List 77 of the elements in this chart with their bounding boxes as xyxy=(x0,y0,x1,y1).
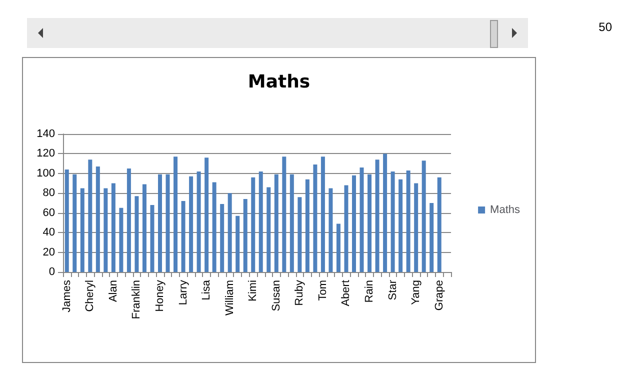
bar xyxy=(104,188,108,272)
x-tick-label: James xyxy=(60,280,73,312)
bar xyxy=(383,154,388,272)
bar xyxy=(258,171,263,272)
y-tick-label: 0 xyxy=(48,266,55,278)
x-tick-label: Ruby xyxy=(294,280,306,306)
bar xyxy=(72,174,77,272)
x-tick-label: Susan xyxy=(270,280,282,312)
x-tick-label: Kimi xyxy=(247,280,260,302)
bar xyxy=(96,166,100,272)
bar xyxy=(437,177,442,272)
y-tick-label: 80 xyxy=(42,187,55,200)
bar xyxy=(119,208,124,272)
bar xyxy=(422,160,426,272)
bar xyxy=(390,171,395,272)
bar xyxy=(212,182,216,272)
bar xyxy=(352,175,356,272)
bar xyxy=(360,168,364,272)
x-tick-label: William xyxy=(224,280,236,316)
bar xyxy=(251,177,256,272)
x-tick-label: Yang xyxy=(410,280,422,305)
y-tick-label: 60 xyxy=(42,206,55,219)
bar xyxy=(80,188,84,272)
bar xyxy=(134,196,139,272)
x-tick-label: Star xyxy=(386,280,399,300)
bar xyxy=(305,179,310,272)
bar xyxy=(406,170,410,272)
bar xyxy=(158,174,162,272)
x-tick-label: Cheryl xyxy=(84,280,96,312)
bar xyxy=(64,169,69,272)
bar xyxy=(174,156,178,272)
bar xyxy=(150,204,154,272)
bar xyxy=(166,174,170,272)
bar xyxy=(313,164,318,272)
bar xyxy=(328,188,333,272)
bar xyxy=(266,187,271,272)
x-tick-label: Rain xyxy=(364,280,376,303)
bar xyxy=(414,183,418,272)
x-tick-label: Abert xyxy=(340,280,352,306)
legend-label: Maths xyxy=(490,204,520,216)
x-tick-label: Larry xyxy=(177,280,190,306)
bar xyxy=(430,203,434,272)
bar xyxy=(398,179,403,272)
x-tick-label: Lisa xyxy=(200,279,213,300)
bar xyxy=(282,156,286,272)
bar xyxy=(189,176,194,272)
bar xyxy=(228,193,232,272)
bar xyxy=(126,168,131,272)
y-tick-label: 40 xyxy=(42,226,55,239)
text: 50 xyxy=(598,20,612,34)
bar xyxy=(111,183,116,272)
bar xyxy=(274,174,278,272)
bar xyxy=(243,199,248,272)
bar xyxy=(320,156,325,272)
x-tick-label: Alan xyxy=(107,280,120,302)
x-tick-label: Tom xyxy=(316,280,329,301)
x-tick-label: Grape xyxy=(433,280,446,311)
y-tick-label: 100 xyxy=(36,167,55,180)
bar xyxy=(236,216,240,272)
y-tick-label: 20 xyxy=(42,246,55,258)
bar xyxy=(220,204,224,272)
x-tick-label: Franklin xyxy=(130,280,143,320)
y-tick-label: 120 xyxy=(36,148,55,160)
bar xyxy=(336,224,340,272)
bar xyxy=(368,174,372,272)
bar xyxy=(196,171,201,272)
chart-title: Maths xyxy=(248,72,310,92)
bar xyxy=(375,160,380,272)
bar xyxy=(204,158,209,272)
bar xyxy=(142,184,146,272)
bar xyxy=(88,160,92,272)
bar xyxy=(298,197,302,272)
bar xyxy=(181,201,186,272)
bar xyxy=(290,174,294,272)
x-tick-label: Honey xyxy=(154,280,166,312)
y-tick-label: 140 xyxy=(36,128,55,140)
bar xyxy=(344,185,348,272)
